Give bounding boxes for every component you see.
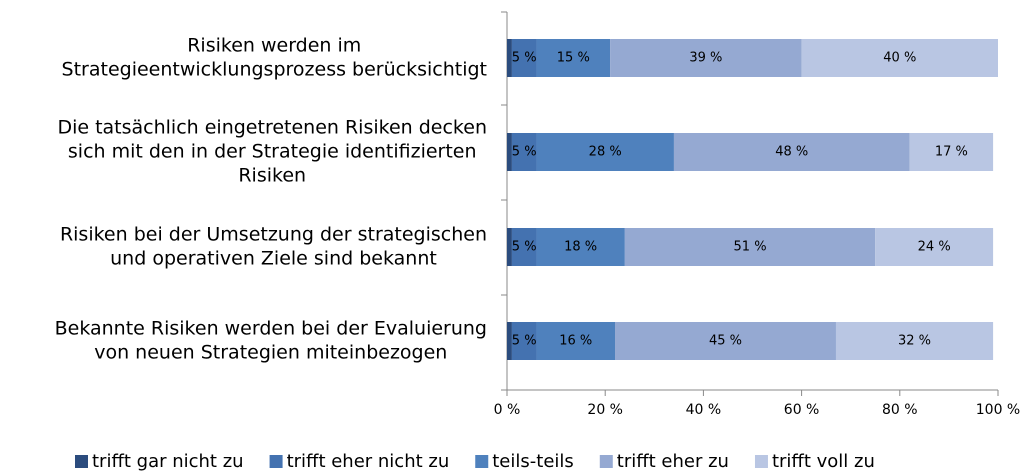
bar-segment <box>909 133 994 171</box>
bar-segment <box>536 39 611 77</box>
data-label: 48 % <box>775 145 808 160</box>
data-label: 24 % <box>918 240 951 255</box>
bar-segment <box>875 228 994 266</box>
data-label: 5 % <box>512 145 537 160</box>
bar-segment <box>615 322 836 360</box>
bar-segment <box>511 322 537 360</box>
x-tick-label: 0 % <box>494 402 521 418</box>
data-label: 15 % <box>557 51 590 66</box>
data-label: 5 % <box>512 240 537 255</box>
bar-segment <box>511 133 537 171</box>
bar-segment <box>610 39 802 77</box>
legend-swatch <box>269 455 283 468</box>
legend-swatch <box>475 455 489 468</box>
legend-label: trifft voll zu <box>772 451 875 472</box>
data-label: 18 % <box>564 240 597 255</box>
legend-swatch <box>599 455 613 468</box>
category-label: von neuen Strategien miteinbezogen <box>94 342 447 364</box>
category-label: Risiken <box>238 165 306 187</box>
bar-segment <box>536 322 616 360</box>
bar-segment <box>835 322 994 360</box>
x-tick-label: 40 % <box>686 402 722 418</box>
data-label: 17 % <box>935 145 968 160</box>
category-label: Die tatsächlich eingetretenen Risiken de… <box>57 117 487 139</box>
data-label: 39 % <box>689 51 722 66</box>
data-label: 28 % <box>589 145 622 160</box>
data-label: 40 % <box>883 51 916 66</box>
legend-label: teils-teils <box>492 451 574 472</box>
bar-segment <box>801 39 998 77</box>
legend-label: trifft gar nicht zu <box>92 451 244 472</box>
bar-segment <box>511 228 537 266</box>
category-label: Bekannte Risiken werden bei der Evaluier… <box>55 318 487 340</box>
data-label: 5 % <box>512 334 537 349</box>
x-tick-label: 100 % <box>976 402 1020 418</box>
bar-segment <box>507 39 512 77</box>
data-label: 32 % <box>898 334 931 349</box>
legend-label: trifft eher nicht zu <box>287 451 450 472</box>
bar-segment <box>511 39 537 77</box>
data-label: 16 % <box>559 334 592 349</box>
bar-segment <box>507 322 512 360</box>
bar-segment <box>624 228 876 266</box>
legend-swatch <box>75 455 88 468</box>
x-tick-label: 20 % <box>587 402 623 418</box>
category-label: Risiken werden im <box>187 35 361 57</box>
category-label: Strategieentwicklungsprozess berücksicht… <box>62 59 487 81</box>
bar-segment <box>507 228 512 266</box>
bar-segment <box>507 133 512 171</box>
x-tick-label: 60 % <box>784 402 820 418</box>
category-label: und operativen Ziele sind bekannt <box>110 248 437 270</box>
data-label: 45 % <box>709 334 742 349</box>
bar-segment <box>536 228 625 266</box>
x-tick-label: 80 % <box>882 402 918 418</box>
category-label: sich mit den in der Strategie identifizi… <box>68 141 477 163</box>
data-label: 51 % <box>734 240 767 255</box>
legend-swatch <box>754 455 768 468</box>
category-label: Risiken bei der Umsetzung der strategisc… <box>60 224 487 246</box>
legend-label: trifft eher zu <box>617 451 729 472</box>
bar-segment <box>536 133 674 171</box>
data-label: 5 % <box>512 51 537 66</box>
bar-segment <box>673 133 910 171</box>
